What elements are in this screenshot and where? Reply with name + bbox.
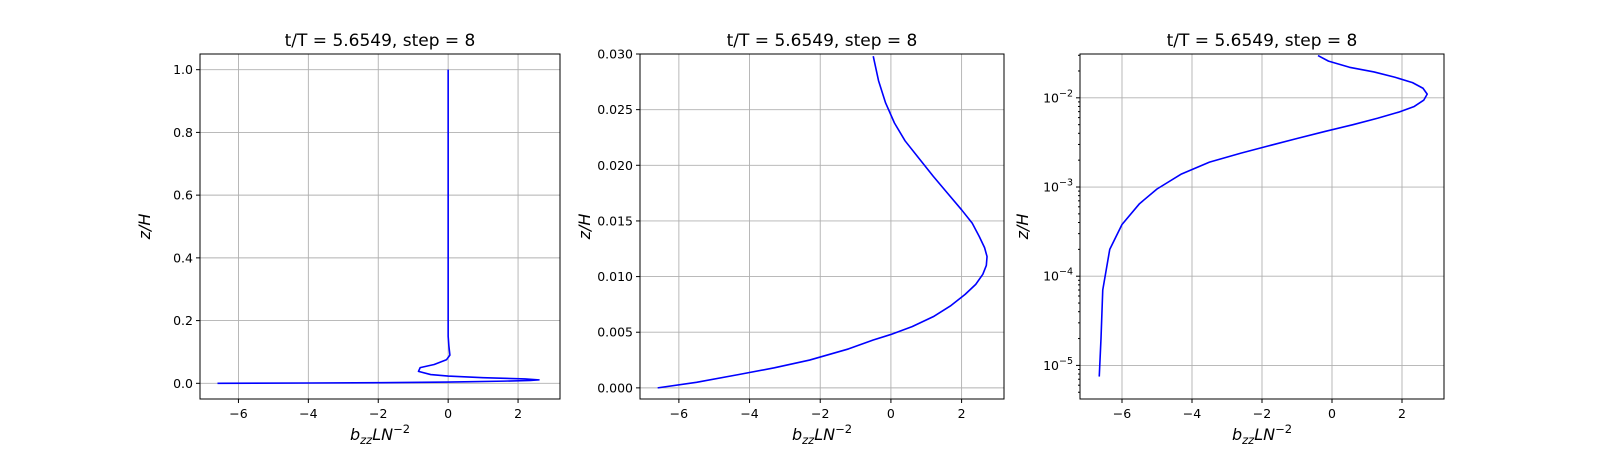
y-tick-label: 0.020 <box>597 158 633 173</box>
y-tick-label: 0.2 <box>173 313 193 328</box>
y-tick-label: 0.8 <box>173 125 193 140</box>
chart-title: t/T = 5.6549, step = 8 <box>285 31 476 51</box>
x-tick-label: −2 <box>811 406 829 421</box>
x-tick-label: 2 <box>1398 406 1406 421</box>
x-axis-label: bzzLN−2 <box>350 422 410 447</box>
x-axis-label: bzzLN−2 <box>1232 422 1292 447</box>
x-tick-label: −4 <box>740 406 758 421</box>
series-line <box>217 69 540 385</box>
y-tick-label: 0.4 <box>173 250 193 265</box>
y-tick-label: 10−2 <box>1043 88 1073 105</box>
series-line <box>657 56 988 389</box>
chart-panel-1: −6 −4 −2 0 2 0.0 0.2 0.4 0.6 0.8 1.0 t/T = 5.6549, … <box>135 31 561 447</box>
y-tick-label: 0.010 <box>597 269 633 284</box>
y-axis-label: z/H <box>575 214 594 241</box>
x-tick-label: −6 <box>229 406 247 421</box>
axes-frame <box>639 53 1005 400</box>
y-axis-label: z/H <box>1013 214 1032 241</box>
chart-title: t/T = 5.6549, step = 8 <box>1167 31 1358 51</box>
y-tick-label: 0.015 <box>597 213 633 228</box>
axes-frame <box>199 53 561 400</box>
y-tick-label: 0.0 <box>173 376 193 391</box>
x-tick-label: 2 <box>514 406 522 421</box>
x-tick-label: −4 <box>1183 406 1201 421</box>
chart-panel-2: −6 −4 −2 0 2 0.000 0.005 0.010 0.015 0.020 0.025 0.… <box>575 31 1005 447</box>
x-tick-label: −6 <box>1113 406 1131 421</box>
y-tick-label: 10−5 <box>1043 356 1073 373</box>
y-tick-label: 0.005 <box>597 325 633 340</box>
x-tick-label: −6 <box>670 406 688 421</box>
x-tick-label: 2 <box>958 406 966 421</box>
x-tick-label: −2 <box>369 406 387 421</box>
x-tick-label: −4 <box>299 406 317 421</box>
y-tick-label: 0.030 <box>597 47 633 62</box>
y-tick-label: 10−4 <box>1043 267 1073 284</box>
x-tick-label: 0 <box>444 406 452 421</box>
x-tick-label: 0 <box>1328 406 1336 421</box>
y-axis-label: z/H <box>135 214 154 241</box>
y-tick-label: 0.6 <box>173 188 193 203</box>
y-tick-label: 0.025 <box>597 102 633 117</box>
series-line <box>1098 54 1428 377</box>
chart-panel-3: −6 −4 −2 0 2 10−5 10−4 10−3 10−2 t/T = 5.6549, st… <box>1013 31 1445 447</box>
y-tick-label: 0.000 <box>597 380 633 395</box>
chart-title: t/T = 5.6549, step = 8 <box>727 31 918 51</box>
x-axis-label: bzzLN−2 <box>792 422 852 447</box>
x-tick-label: 0 <box>887 406 895 421</box>
y-tick-label: 1.0 <box>173 62 193 77</box>
x-tick-label: −2 <box>1253 406 1271 421</box>
y-tick-label: 10−3 <box>1043 178 1073 195</box>
